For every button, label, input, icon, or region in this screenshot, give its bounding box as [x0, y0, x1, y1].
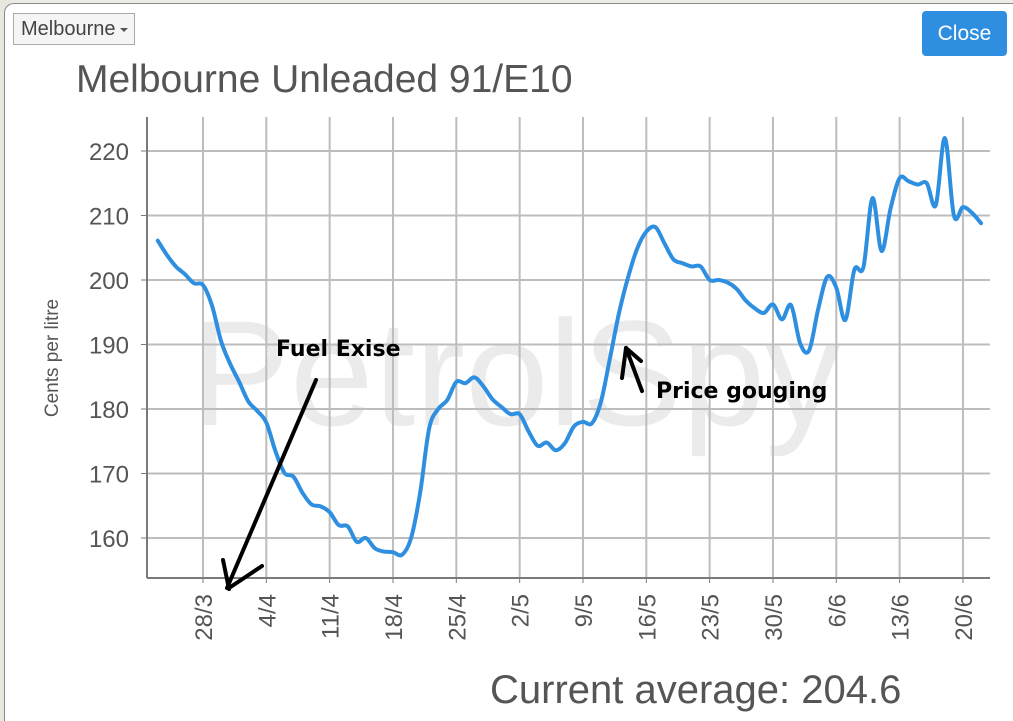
chart-axes — [141, 117, 990, 583]
x-tick-label: 28/3 — [191, 594, 218, 641]
arrow-down-left-icon — [221, 378, 318, 591]
caret-down-icon — [119, 28, 128, 32]
y-tick-label: 190 — [89, 333, 129, 360]
y-tick-label: 200 — [89, 268, 129, 295]
x-tick-label: 25/4 — [444, 594, 471, 641]
chart-title: Melbourne Unleaded 91/E10 — [76, 58, 573, 101]
x-tick-label: 16/5 — [634, 594, 661, 641]
y-tick-label: 160 — [89, 526, 129, 553]
price-chart-modal — [4, 3, 1013, 721]
x-tick-label: 13/6 — [888, 594, 915, 641]
close-button[interactable]: Close — [922, 11, 1007, 56]
current-average: Current average: 204.6 — [490, 668, 902, 712]
chart-grid — [147, 117, 990, 578]
x-tick-label: 2/5 — [508, 594, 535, 627]
x-axis-ticks: 28/3 4/4 11/4 18/4 25/4 2/5 9/5 16/5 23/5 30/5 6/6… — [191, 594, 978, 641]
city-dropdown-label: Melbourne — [21, 18, 116, 40]
x-tick-label: 20/6 — [951, 594, 978, 641]
x-tick-label: 30/5 — [761, 594, 788, 641]
annotation-fuel-excise: Fuel Exise — [276, 337, 401, 362]
y-axis-label: Cents per litre — [42, 299, 63, 417]
y-tick-label: 180 — [89, 397, 129, 424]
y-tick-label: 170 — [89, 462, 129, 489]
price-line — [155, 136, 984, 558]
arrow-up-icon — [620, 346, 644, 393]
x-tick-label: 6/6 — [824, 594, 851, 627]
y-tick-label: 220 — [89, 139, 129, 166]
y-tick-label: 210 — [89, 204, 129, 231]
x-tick-label: 4/4 — [254, 594, 281, 627]
watermark: PetrolSpy — [190, 289, 840, 457]
x-tick-label: 11/4 — [318, 594, 345, 639]
x-tick-label: 9/5 — [571, 594, 598, 627]
city-dropdown[interactable]: Melbourne — [13, 13, 135, 45]
x-tick-label: 23/5 — [698, 594, 725, 641]
y-axis-ticks: 160 170 180 190 200 210 220 — [89, 139, 129, 553]
x-tick-label: 18/4 — [381, 594, 408, 641]
annotation-price-gouging: Price gouging — [656, 379, 827, 404]
